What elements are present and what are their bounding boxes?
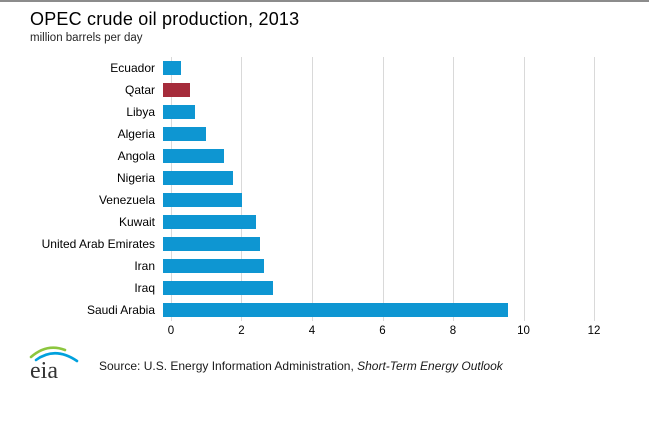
eia-logo-blue-arc [34, 351, 79, 363]
bar-row: Qatar [0, 79, 594, 101]
bar-row: Nigeria [0, 167, 594, 189]
category-label: Libya [126, 105, 155, 119]
bar-row: Angola [0, 145, 594, 167]
bar-row: Iraq [0, 277, 594, 299]
x-axis-ticks: 0 2 4 6 8 10 12 [167, 325, 601, 341]
bar [163, 171, 234, 185]
category-label: Venezuela [98, 193, 155, 207]
footer: eia Source: U.S. Energy Information Admi… [27, 342, 503, 384]
bar-track [163, 145, 594, 167]
bar-track [163, 123, 594, 145]
bar [163, 149, 225, 163]
x-tick-label: 6 [379, 325, 386, 337]
bar-row: Venezuela [0, 189, 594, 211]
bar-track [163, 211, 594, 233]
bar [163, 127, 207, 141]
category-label: United Arab Emirates [41, 237, 155, 251]
gridline-x-12 [594, 57, 595, 321]
bar-row: Saudi Arabia [0, 299, 594, 321]
gridlines [171, 57, 595, 321]
x-tick-label: 2 [238, 325, 245, 337]
x-tick-label: 10 [517, 325, 530, 337]
bar-row: Kuwait [0, 211, 594, 233]
bar-row: Iran [0, 255, 594, 277]
bar-track [163, 189, 594, 211]
bar-row: Algeria [0, 123, 594, 145]
bar-track [163, 167, 594, 189]
category-label: Iran [134, 259, 155, 273]
x-tick-label: 0 [167, 325, 175, 337]
category-label: Ecuador [110, 61, 155, 75]
window-top-border [0, 0, 649, 2]
chart-title: OPEC crude oil production, 2013 [30, 9, 300, 29]
bar [163, 61, 181, 75]
bar-row: United Arab Emirates [0, 233, 594, 255]
bar-chart: Ecuador Qatar Libya Algeria Angola Nigeria Ven… [0, 57, 595, 321]
bar [163, 105, 196, 119]
eia-logo: eia [29, 346, 79, 384]
gridline-x-2 [241, 57, 243, 321]
bar-rows: Ecuador Qatar Libya Algeria Angola Nigeria Ven… [0, 57, 594, 321]
gridline-x-4 [311, 57, 313, 321]
gridline-x-0 [171, 57, 172, 321]
bar-track [163, 101, 594, 123]
bar-track [163, 299, 594, 321]
x-tick-label: 8 [449, 325, 457, 337]
category-label: Saudi Arabia [86, 303, 155, 317]
category-label: Nigeria [116, 171, 155, 185]
bar-row: Ecuador [0, 57, 594, 79]
bar [163, 237, 260, 251]
gridline-x-6 [382, 57, 384, 321]
bar-track [163, 255, 594, 277]
bar [163, 215, 257, 229]
gridline-x-10 [523, 57, 525, 321]
x-tick-label: 12 [587, 325, 601, 337]
bar-track [163, 277, 594, 299]
x-tick-label: 4 [308, 325, 316, 337]
eia-logo-text: eia [30, 358, 58, 384]
category-label: Kuwait [118, 215, 155, 229]
category-label: Algeria [117, 127, 155, 141]
eia-logo-green-arc [29, 346, 67, 359]
chart-subtitle: million barrels per day [30, 32, 143, 44]
category-label: Iraq [134, 281, 155, 295]
category-label: Angola [117, 149, 155, 163]
bar [163, 281, 273, 295]
source-publication: Short-Term Energy Outlook [357, 359, 503, 373]
bar [163, 193, 243, 207]
bar-track [163, 79, 594, 101]
category-label: Qatar [124, 83, 155, 97]
bar-row: Libya [0, 101, 594, 123]
source-line: Source: U.S. Energy Information Administ… [99, 359, 503, 373]
bar [163, 303, 508, 317]
bar-track [163, 57, 594, 79]
bar [163, 259, 264, 273]
bar [163, 83, 190, 97]
gridline-x-8 [452, 57, 454, 321]
source-text: Source: U.S. Energy Information Administ… [99, 359, 358, 373]
bar-track [163, 233, 594, 255]
